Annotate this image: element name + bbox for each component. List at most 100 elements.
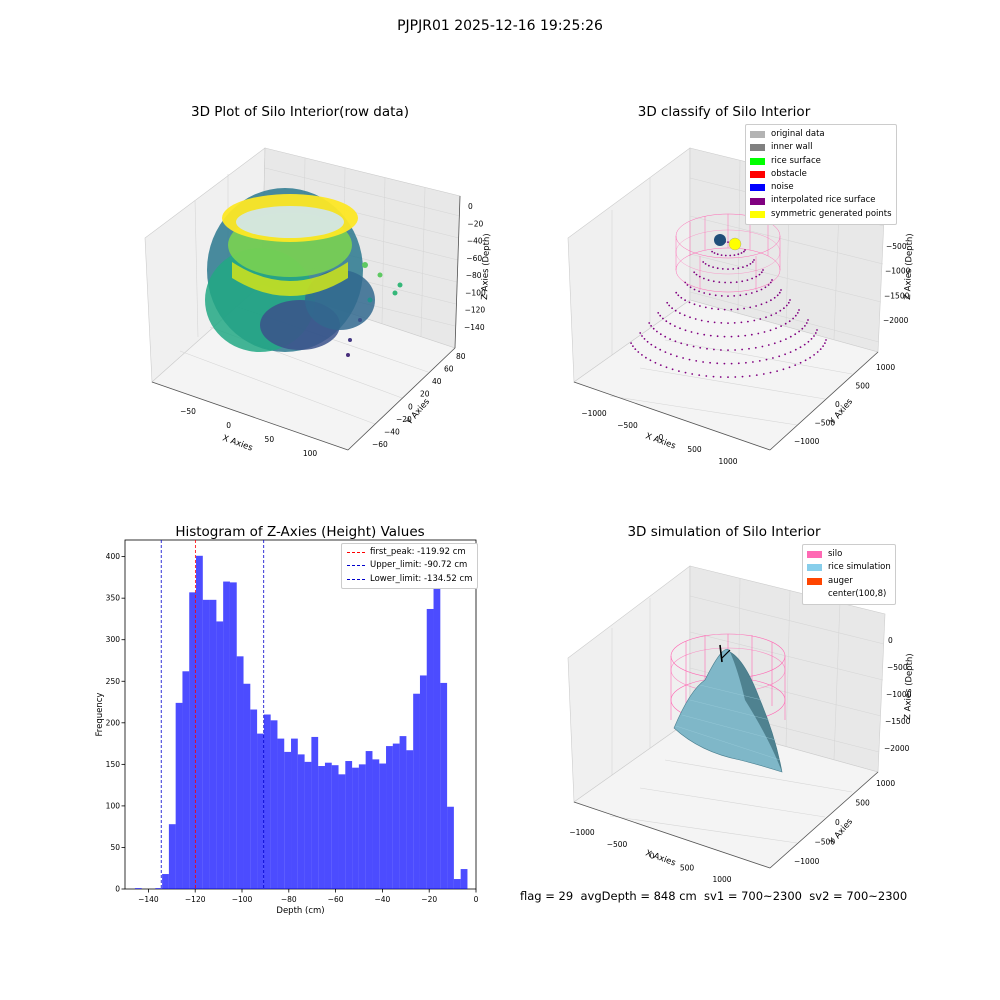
interpolated-point <box>727 376 729 378</box>
interpolated-point <box>702 361 704 363</box>
plot2-ytick-label: −1000 <box>794 437 820 446</box>
interpolated-point <box>730 281 732 284</box>
interpolated-point <box>727 295 729 297</box>
interpolated-point <box>764 286 767 289</box>
interpolated-point <box>716 267 719 270</box>
interpolated-point <box>755 275 758 278</box>
interpolated-point <box>794 348 797 351</box>
interpolated-point <box>792 317 794 320</box>
plot1-ztick-label: −80 <box>466 271 482 280</box>
histogram-bar <box>440 682 448 889</box>
interpolated-point <box>649 359 652 362</box>
histogram-bar <box>209 599 217 889</box>
interpolated-point <box>683 314 686 317</box>
interpolated-point <box>798 330 800 333</box>
plot4-ytick-label: −1000 <box>794 857 820 866</box>
interpolated-point <box>785 338 787 340</box>
plot2-xtick-label: 1000 <box>718 457 737 466</box>
interpolated-point <box>733 322 736 324</box>
plot2-tick-labels: −1000 −500 0 500 1000 −1000 −500 0 500 1000 −500 −1… <box>581 242 910 466</box>
plot4-xtick-label: 0 <box>650 852 655 861</box>
y-tick-label: 400 <box>106 552 121 561</box>
interpolated-point <box>775 327 777 330</box>
interpolated-point <box>684 299 686 302</box>
interpolated-point <box>758 360 761 362</box>
interpolated-point <box>735 281 738 283</box>
plot1-xtick-label: −50 <box>180 407 196 416</box>
plot1-ztick-label: −20 <box>467 219 483 228</box>
interpolated-point <box>657 312 660 314</box>
interpolated-point <box>712 266 714 268</box>
interpolated-point <box>788 320 791 323</box>
interpolated-point <box>760 271 763 274</box>
histogram-bar <box>162 874 169 889</box>
plot4-ytick-label: 1000 <box>876 779 895 788</box>
interpolated-point <box>665 366 668 369</box>
interpolated-point <box>707 320 709 323</box>
legend-item-silo: silo <box>807 548 891 561</box>
histogram-bar <box>338 774 346 889</box>
plot1-ytick-label: −20 <box>396 415 412 424</box>
interpolated-point <box>675 291 678 294</box>
figure-suptitle: PJPJR01 2025-12-16 19:25:26 <box>397 18 603 34</box>
plot3-xlabel: Depth (cm) <box>276 906 324 916</box>
interpolated-point <box>756 290 758 293</box>
plot4-xlabel: X Axies <box>644 848 677 868</box>
interpolated-point <box>688 301 691 304</box>
legend-label: rice surface <box>771 155 821 166</box>
interpolated-point <box>699 346 702 349</box>
interpolated-point <box>709 334 712 337</box>
interpolated-point <box>698 275 701 278</box>
plot2-legend: original data inner wall rice surface ob… <box>745 124 897 226</box>
interpolated-point <box>744 249 746 251</box>
interpolated-point <box>762 269 764 271</box>
interpolated-point <box>656 330 658 333</box>
plot3-title: Histogram of Z-Axies (Height) Values <box>175 524 425 540</box>
interpolated-point <box>695 273 698 276</box>
legend-label: original data <box>771 129 825 139</box>
histogram-bar <box>311 736 319 889</box>
plot4-ztick-label: −500 <box>887 663 908 672</box>
interpolated-point <box>723 362 726 365</box>
interpolated-point <box>749 263 752 265</box>
interpolated-point <box>689 286 692 289</box>
histogram-bar <box>352 767 359 889</box>
histogram-bar <box>379 763 387 889</box>
interpolated-point <box>805 322 808 324</box>
interpolated-point <box>746 264 748 267</box>
plot4-xtick-label: −1000 <box>569 828 595 837</box>
interpolated-point <box>693 303 696 306</box>
histogram-bar <box>182 671 190 889</box>
interpolated-point <box>669 322 672 325</box>
interpolated-point <box>771 279 773 281</box>
interpolated-point <box>669 338 671 340</box>
interpolated-point <box>785 304 788 307</box>
interpolated-point <box>693 288 696 291</box>
plot2-silo-wireframe <box>675 213 781 293</box>
interpolated-point <box>671 368 674 371</box>
interpolated-point <box>659 364 662 366</box>
interpolated-point <box>668 304 671 307</box>
interpolated-point <box>778 291 781 294</box>
legend-item-original-data: original data <box>750 128 892 141</box>
legend-item-rice-simulation: rice simulation <box>807 561 891 574</box>
interpolated-point <box>712 280 715 283</box>
interpolated-point <box>716 335 719 338</box>
plot1-xtick-label: 0 <box>226 421 231 430</box>
interpolated-point <box>765 358 768 361</box>
interpolated-point <box>794 364 797 366</box>
histogram-bar <box>168 824 176 889</box>
interpolated-point <box>713 252 716 254</box>
interpolated-point <box>746 279 749 281</box>
histogram-bar <box>196 555 203 889</box>
legend-label: silo <box>828 549 843 559</box>
interpolated-point <box>779 309 782 312</box>
interpolated-point <box>782 368 785 371</box>
plot4-tick-labels: −1000 −500 0 500 1000 −1000 −500 0 500 1000 0 −500 −… <box>569 636 911 884</box>
plot1-xtick-label: 50 <box>265 435 275 444</box>
interpolated-point <box>753 319 756 322</box>
interpolated-point <box>727 241 729 244</box>
interpolated-point <box>767 284 770 286</box>
interpolated-point <box>748 347 750 350</box>
interpolated-point <box>799 346 802 349</box>
